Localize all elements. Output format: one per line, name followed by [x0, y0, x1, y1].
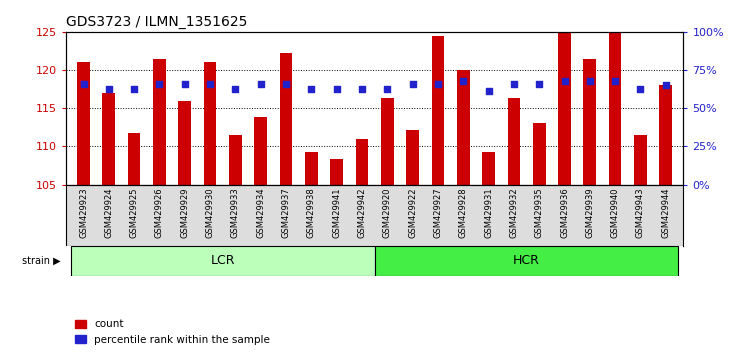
Point: [432, 81, 444, 87]
Point: [558, 79, 570, 84]
Text: GSM429929: GSM429929: [181, 188, 189, 238]
Text: GSM429938: GSM429938: [307, 188, 316, 238]
Legend: count, percentile rank within the sample: count, percentile rank within the sample: [71, 315, 274, 349]
Text: GSM429927: GSM429927: [433, 188, 442, 238]
Text: GSM429926: GSM429926: [155, 188, 164, 238]
Point: [154, 81, 165, 87]
Bar: [229, 135, 242, 184]
Bar: [356, 139, 368, 184]
Point: [306, 86, 317, 92]
Point: [280, 81, 292, 87]
Point: [482, 88, 494, 94]
Bar: [204, 62, 216, 184]
Point: [331, 86, 343, 92]
Bar: [533, 124, 545, 184]
Text: GSM429923: GSM429923: [79, 188, 88, 238]
Text: GSM429920: GSM429920: [383, 188, 392, 238]
Text: GSM429934: GSM429934: [257, 188, 265, 238]
Point: [179, 81, 191, 87]
Text: GSM429922: GSM429922: [408, 188, 417, 238]
Text: GSM429932: GSM429932: [510, 188, 518, 238]
Bar: [609, 33, 621, 184]
Point: [584, 79, 596, 84]
Text: GSM429942: GSM429942: [357, 188, 366, 238]
Bar: [254, 118, 267, 184]
Point: [356, 86, 368, 92]
Bar: [280, 53, 292, 184]
Text: GSM429937: GSM429937: [281, 188, 290, 238]
Bar: [482, 153, 495, 184]
Point: [660, 82, 672, 88]
Point: [508, 81, 520, 87]
Bar: [330, 159, 343, 184]
Text: GSM429928: GSM429928: [459, 188, 468, 238]
Bar: [659, 85, 672, 184]
Bar: [77, 62, 90, 184]
Point: [255, 81, 267, 87]
Bar: [583, 59, 596, 184]
Bar: [457, 70, 469, 184]
Text: GSM429924: GSM429924: [105, 188, 113, 238]
Text: HCR: HCR: [513, 255, 540, 267]
Bar: [153, 58, 166, 184]
Point: [382, 86, 393, 92]
Bar: [375, 246, 678, 276]
Text: GSM429941: GSM429941: [332, 188, 341, 238]
Text: GSM429936: GSM429936: [560, 188, 569, 238]
Point: [609, 79, 621, 84]
Point: [129, 86, 140, 92]
Text: GSM429935: GSM429935: [534, 188, 544, 238]
Bar: [102, 93, 115, 184]
Bar: [406, 130, 419, 184]
Text: LCR: LCR: [211, 255, 235, 267]
Bar: [558, 33, 571, 184]
Text: GSM429939: GSM429939: [586, 188, 594, 238]
Bar: [381, 98, 393, 184]
Bar: [178, 101, 191, 184]
Bar: [128, 133, 140, 184]
Bar: [71, 246, 375, 276]
Bar: [507, 97, 520, 184]
Point: [230, 86, 241, 92]
Point: [406, 81, 418, 87]
Point: [77, 81, 89, 87]
Point: [635, 86, 646, 92]
Text: GSM429940: GSM429940: [610, 188, 620, 238]
Text: GSM429933: GSM429933: [231, 188, 240, 238]
Bar: [431, 36, 444, 184]
Bar: [305, 152, 318, 184]
Point: [458, 79, 469, 84]
Point: [103, 86, 115, 92]
Text: GSM429931: GSM429931: [484, 188, 493, 238]
Text: GSM429925: GSM429925: [129, 188, 139, 238]
Text: GSM429943: GSM429943: [636, 188, 645, 238]
Text: GSM429930: GSM429930: [205, 188, 215, 238]
Bar: [634, 135, 647, 184]
Point: [534, 81, 545, 87]
Text: GSM429944: GSM429944: [662, 188, 670, 238]
Point: [204, 81, 216, 87]
Text: strain ▶: strain ▶: [22, 256, 61, 266]
Text: GDS3723 / ILMN_1351625: GDS3723 / ILMN_1351625: [66, 16, 247, 29]
